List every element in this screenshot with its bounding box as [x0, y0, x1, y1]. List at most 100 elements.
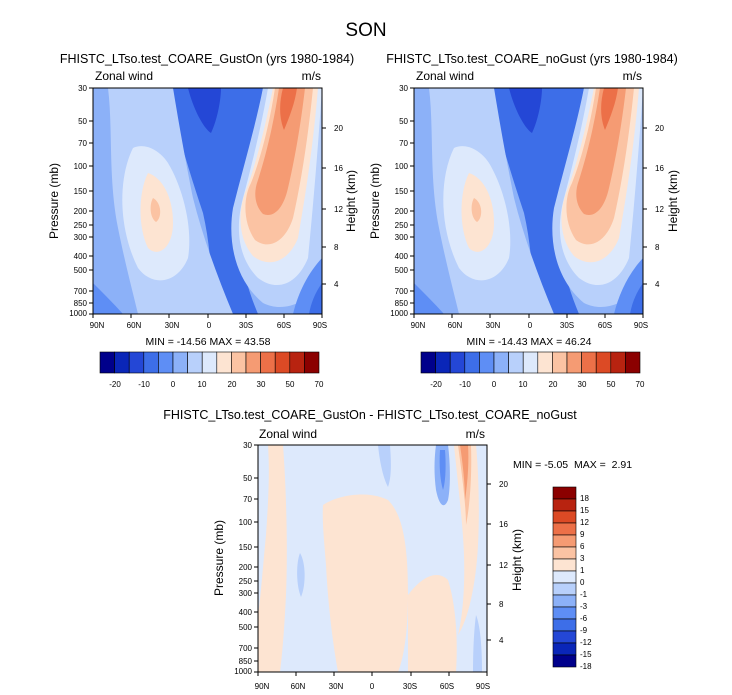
- y-axis-right: 20 16 12 8 4: [643, 124, 664, 289]
- units-label: m/s: [623, 69, 642, 83]
- contour-region: [471, 198, 482, 222]
- colorbar-label: 3: [580, 554, 585, 563]
- colorbar-swatch: [435, 351, 451, 374]
- x-tick-label: 30N: [329, 682, 344, 691]
- y-tick-label: 400: [239, 608, 253, 617]
- x-tick-label: 60S: [277, 321, 291, 330]
- colorbar-swatch: [172, 351, 188, 374]
- x-axis: 90N 60N 30N 0 30S 60S 90S: [255, 672, 490, 691]
- contour-region: [571, 203, 578, 222]
- colorbar-swatch: [552, 510, 577, 524]
- y-axis-left: 30 50 70 100 150 200 250 300 400 500 700…: [234, 441, 258, 676]
- y-axis-left: 30 50 70 100 150 200 250 300 400 500 700…: [390, 84, 414, 318]
- colorbar-label: 9: [580, 530, 585, 539]
- panel-title: FHISTC_LTso.test_COARE_GustOn - FHISTC_L…: [163, 408, 577, 422]
- y-tick-label: 30: [399, 84, 408, 93]
- colorbar-label: 10: [519, 380, 528, 389]
- contour-region: [150, 198, 161, 222]
- panel-no-gust: FHISTC_LTso.test_COARE_noGust (yrs 1980-…: [368, 52, 680, 389]
- y2-tick-label: 8: [499, 600, 504, 609]
- y2-tick-label: 8: [334, 243, 339, 252]
- y-axis-title: Pressure (mb): [368, 163, 382, 239]
- colorbar-label: -10: [138, 380, 150, 389]
- colorbar-swatch: [552, 522, 577, 536]
- colorbar-swatch: [552, 486, 577, 500]
- units-label: m/s: [466, 427, 485, 441]
- y2-tick-label: 20: [499, 480, 508, 489]
- x-axis: 90N 60N 30N 0 30S 60S 90S: [411, 314, 648, 330]
- colorbar-swatch: [552, 534, 577, 548]
- y2-tick-label: 12: [334, 205, 343, 214]
- y-tick-label: 500: [74, 266, 88, 275]
- colorbar-label: -18: [580, 662, 592, 671]
- y-axis-title: Pressure (mb): [212, 520, 226, 596]
- y-tick-label: 200: [239, 563, 253, 572]
- x-tick-label: 90S: [634, 321, 648, 330]
- colorbar-label: 70: [636, 380, 645, 389]
- y-tick-label: 100: [239, 518, 253, 527]
- y2-axis-title: Height (km): [344, 170, 358, 232]
- x-tick-label: 90S: [313, 321, 327, 330]
- colorbar-swatch: [552, 606, 577, 620]
- x-tick-label: 60N: [448, 321, 463, 330]
- colorbar-label: -6: [580, 614, 588, 623]
- y-tick-label: 150: [239, 543, 253, 552]
- colorbar-swatch: [274, 351, 291, 374]
- x-tick-label: 30S: [560, 321, 574, 330]
- x-tick-label: 30S: [239, 321, 253, 330]
- x-tick-label: 30S: [403, 682, 417, 691]
- contour-region: [408, 575, 457, 672]
- x-tick-label: 60N: [291, 682, 306, 691]
- colorbar-swatch: [99, 351, 115, 374]
- contour-region: [439, 450, 446, 490]
- panel-gust-on: FHISTC_LTso.test_COARE_GustOn (yrs 1980-…: [47, 52, 358, 389]
- contour-region: [576, 88, 626, 215]
- y-tick-label: 700: [74, 287, 88, 296]
- colorbar-swatch: [552, 594, 577, 608]
- colorbar: -20 -10 0 10 20 30 50 70: [99, 351, 324, 389]
- colorbar-swatch: [158, 351, 174, 374]
- colorbar-swatch: [581, 351, 597, 374]
- y-tick-label: 50: [243, 474, 252, 483]
- colorbar: 18 15 12 9 6 3 1 0 -1 -3 -6 -9 -12 -15 -…: [552, 486, 592, 671]
- colorbar-label: 30: [578, 380, 587, 389]
- contour-region: [414, 283, 444, 314]
- x-axis: 90N 60N 30N 0 30S 60S 90S: [90, 314, 327, 330]
- x-tick-label: 90N: [255, 682, 270, 691]
- colorbar-swatch: [552, 558, 577, 572]
- y-tick-label: 150: [74, 187, 88, 196]
- colorbar-label: -15: [580, 650, 592, 659]
- contour-region: [258, 445, 269, 615]
- colorbar-swatch: [201, 351, 218, 374]
- y-tick-label: 250: [74, 221, 88, 230]
- colorbar-swatch: [260, 351, 276, 374]
- x-tick-label: 60S: [440, 682, 454, 691]
- y-tick-label: 200: [395, 207, 409, 216]
- colorbar-label: 15: [580, 506, 589, 515]
- y-tick-label: 500: [239, 623, 253, 632]
- colorbar-swatch: [552, 570, 577, 584]
- colorbar-label: 30: [257, 380, 266, 389]
- variable-label: Zonal wind: [416, 69, 474, 83]
- panel-difference: FHISTC_LTso.test_COARE_GustOn - FHISTC_L…: [163, 408, 632, 691]
- y-tick-label: 100: [74, 162, 88, 171]
- y-tick-label: 70: [399, 139, 408, 148]
- y-tick-label: 400: [74, 252, 88, 261]
- min-max-label: MIN = -14.56 MAX = 43.58: [146, 336, 271, 348]
- colorbar-label: -12: [580, 638, 592, 647]
- y2-tick-label: 12: [655, 205, 664, 214]
- contour-region: [188, 88, 221, 133]
- colorbar-label: 50: [607, 380, 616, 389]
- y-tick-label: 1000: [234, 667, 252, 676]
- contour-region: [255, 88, 305, 215]
- colorbar-label: -20: [109, 380, 121, 389]
- y-tick-label: 30: [78, 84, 87, 93]
- colorbar-label: -10: [459, 380, 471, 389]
- contour-field: [93, 88, 322, 314]
- y-tick-label: 1000: [69, 309, 87, 318]
- y2-tick-label: 16: [655, 164, 664, 173]
- y2-tick-label: 8: [655, 243, 660, 252]
- colorbar-swatch: [128, 351, 145, 374]
- y2-tick-label: 4: [334, 280, 339, 289]
- colorbar-swatch: [216, 351, 232, 374]
